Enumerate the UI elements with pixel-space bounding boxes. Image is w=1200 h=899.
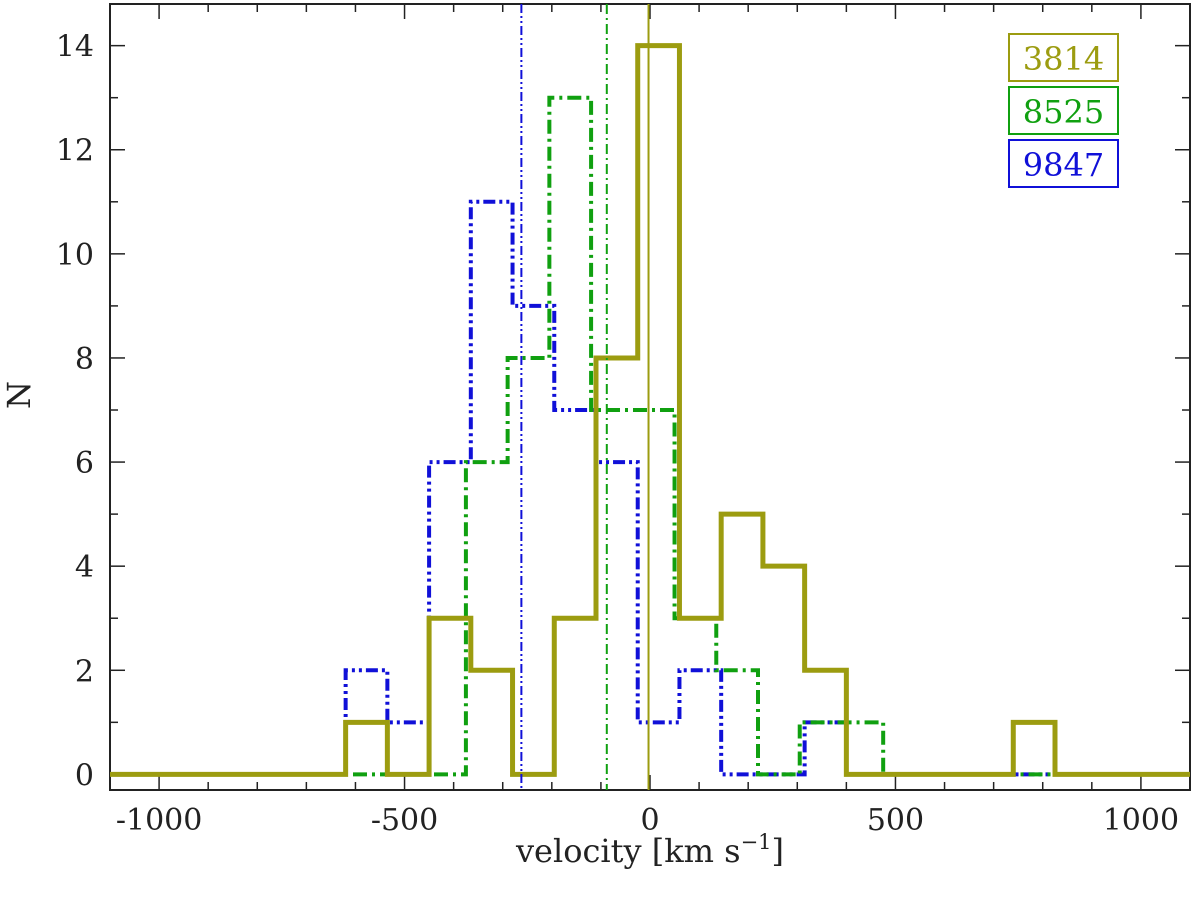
legend-label-3814: 3814 — [1023, 40, 1104, 78]
legend-box-3814 — [1008, 33, 1119, 82]
y-tick-label: 0 — [75, 758, 94, 793]
x-tick-label: 0 — [640, 803, 659, 838]
legend-label-9847: 9847 — [1023, 146, 1104, 184]
x-tick-label: 500 — [867, 803, 924, 838]
legend: 3814 8525 9847 — [1008, 33, 1119, 188]
y-tick-label: 2 — [75, 654, 94, 689]
axis-labels: N velocity [km s−1] — [0, 381, 784, 870]
y-tick-label: 6 — [75, 446, 94, 481]
histogram-series-3814 — [110, 43, 1190, 777]
y-tick-label: 4 — [75, 550, 94, 585]
axis-ticks: -1000 -500 0 500 1000 0 2 4 6 8 10 12 14 — [56, 4, 1191, 838]
histogram-series-9847 — [110, 199, 1190, 777]
x-tick-label: -1000 — [116, 803, 202, 838]
legend-box-8525 — [1008, 86, 1119, 135]
legend-box-9847 — [1008, 139, 1119, 188]
y-tick-label: 8 — [75, 342, 94, 377]
series-layer — [110, 43, 1190, 777]
x-axis-title: velocity [km s−1] — [515, 830, 784, 870]
x-axis-title-close: ] — [772, 832, 784, 870]
y-axis-title: N — [0, 381, 38, 409]
y-tick-label: 12 — [56, 134, 94, 169]
x-axis-title-exponent: −1 — [741, 830, 772, 854]
x-axis-title-main: velocity [km s — [515, 832, 741, 870]
y-tick-label: 14 — [56, 30, 94, 65]
x-tick-label: -500 — [371, 803, 438, 838]
x-tick-label: 1000 — [1103, 803, 1179, 838]
legend-label-8525: 8525 — [1023, 93, 1104, 131]
mean-lines — [520, 4, 650, 790]
y-tick-label: 10 — [56, 238, 94, 273]
histogram-series-8525 — [110, 95, 1190, 777]
